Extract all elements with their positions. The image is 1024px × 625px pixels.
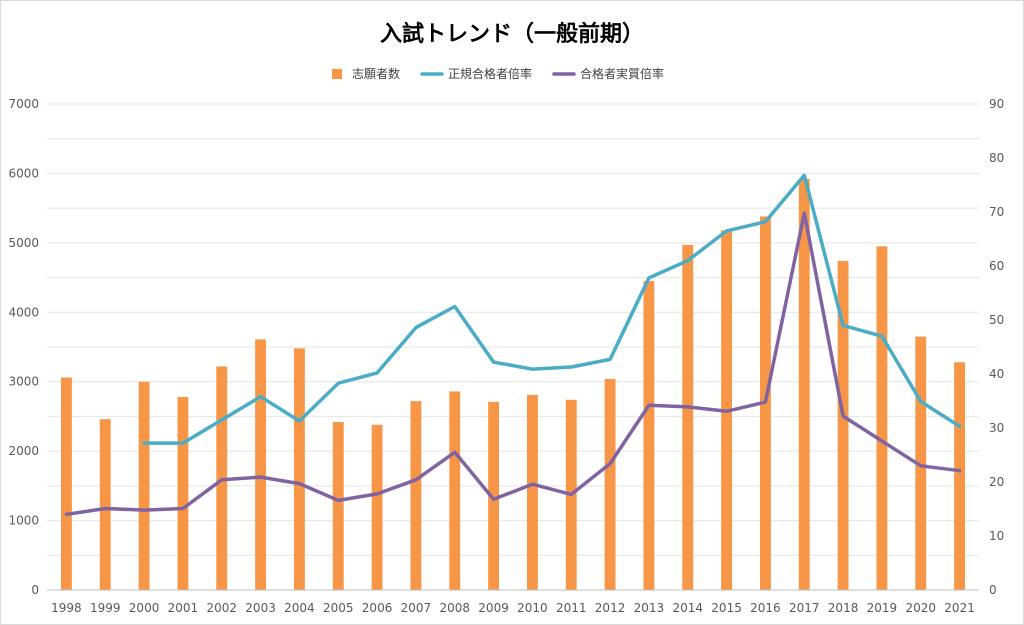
- axes: 0 1000 2000 3000 4000 5000 6000 7000 0 10 20 30 40 50…: [8, 97, 1004, 615]
- y2-tick-label: 0: [989, 583, 997, 597]
- x-tick-label: 2003: [245, 601, 276, 615]
- chart-title: 入試トレンド（一般前期）: [380, 21, 644, 47]
- y2-tick-label: 40: [989, 367, 1004, 381]
- y-tick-label: 3000: [8, 375, 39, 389]
- x-tick-label: 2000: [129, 601, 160, 615]
- x-tick-label: 2020: [905, 601, 936, 615]
- line-series: [64, 173, 962, 517]
- x-tick-label: 2012: [595, 601, 626, 615]
- bar: [99, 419, 111, 590]
- y-tick-label: 1000: [8, 514, 39, 528]
- y2-tick-label: 90: [989, 97, 1004, 111]
- legend-label: 正規合格者倍率: [448, 66, 532, 81]
- x-tick-label: 2010: [517, 601, 548, 615]
- bar: [177, 396, 189, 590]
- x-tick-label: 2001: [168, 601, 199, 615]
- y2-tick-label: 60: [989, 259, 1004, 273]
- bar: [332, 421, 344, 590]
- bar: [138, 381, 150, 590]
- x-tick-label: 2013: [634, 601, 665, 615]
- y-tick-label: 7000: [8, 97, 39, 111]
- bar: [682, 244, 694, 590]
- x-tick-label: 2006: [362, 601, 393, 615]
- x-tick-label: 2018: [828, 601, 859, 615]
- x-tick-label: 2015: [711, 601, 742, 615]
- bar: [876, 246, 888, 591]
- legend: 志願者数 正規合格者倍率 合格者実質倍率: [332, 66, 664, 81]
- bar: [293, 348, 305, 590]
- x-tick-label: 2011: [556, 601, 587, 615]
- bar: [915, 336, 927, 590]
- x-tick-label: 2002: [206, 601, 237, 615]
- bar: [255, 339, 267, 590]
- x-tick-label: 2021: [944, 601, 975, 615]
- bar: [449, 391, 461, 590]
- bar: [60, 377, 72, 590]
- bar: [798, 178, 810, 591]
- series-line: [64, 211, 962, 517]
- x-tick-label: 2009: [478, 601, 509, 615]
- y2-tick-label: 20: [989, 475, 1004, 489]
- y-tick-label: 4000: [8, 305, 39, 319]
- y2-tick-label: 70: [989, 205, 1004, 219]
- legend-label: 志願者数: [352, 66, 400, 81]
- gridlines: [47, 103, 979, 591]
- y2-tick-label: 10: [989, 529, 1004, 543]
- bar-series: [60, 178, 966, 591]
- x-tick-label: 1999: [90, 601, 121, 615]
- x-tick-label: 2007: [401, 601, 432, 615]
- bar: [837, 260, 849, 590]
- x-tick-label: 2008: [439, 601, 470, 615]
- bar: [643, 281, 655, 590]
- x-tick-label: 2005: [323, 601, 354, 615]
- x-tick-label: 2019: [867, 601, 898, 615]
- bar: [954, 362, 966, 590]
- y2-tick-label: 30: [989, 421, 1004, 435]
- y-tick-label: 6000: [8, 166, 39, 180]
- y2-tick-label: 50: [989, 313, 1004, 327]
- legend-swatch: [332, 69, 342, 79]
- bar: [371, 424, 383, 590]
- bar: [526, 394, 538, 590]
- y-tick-label: 0: [31, 583, 39, 597]
- x-tick-label: 2016: [750, 601, 781, 615]
- bar: [488, 401, 500, 590]
- x-tick-label: 2004: [284, 601, 315, 615]
- y-tick-label: 5000: [8, 236, 39, 250]
- bar: [410, 401, 422, 590]
- bar: [604, 378, 616, 590]
- y2-tick-label: 80: [989, 151, 1004, 165]
- x-tick-label: 2014: [672, 601, 703, 615]
- x-tick-label: 1998: [51, 601, 82, 615]
- y-tick-label: 2000: [8, 444, 39, 458]
- x-tick-label: 2017: [789, 601, 820, 615]
- series-line: [142, 173, 962, 445]
- legend-label: 合格者実質倍率: [580, 66, 664, 81]
